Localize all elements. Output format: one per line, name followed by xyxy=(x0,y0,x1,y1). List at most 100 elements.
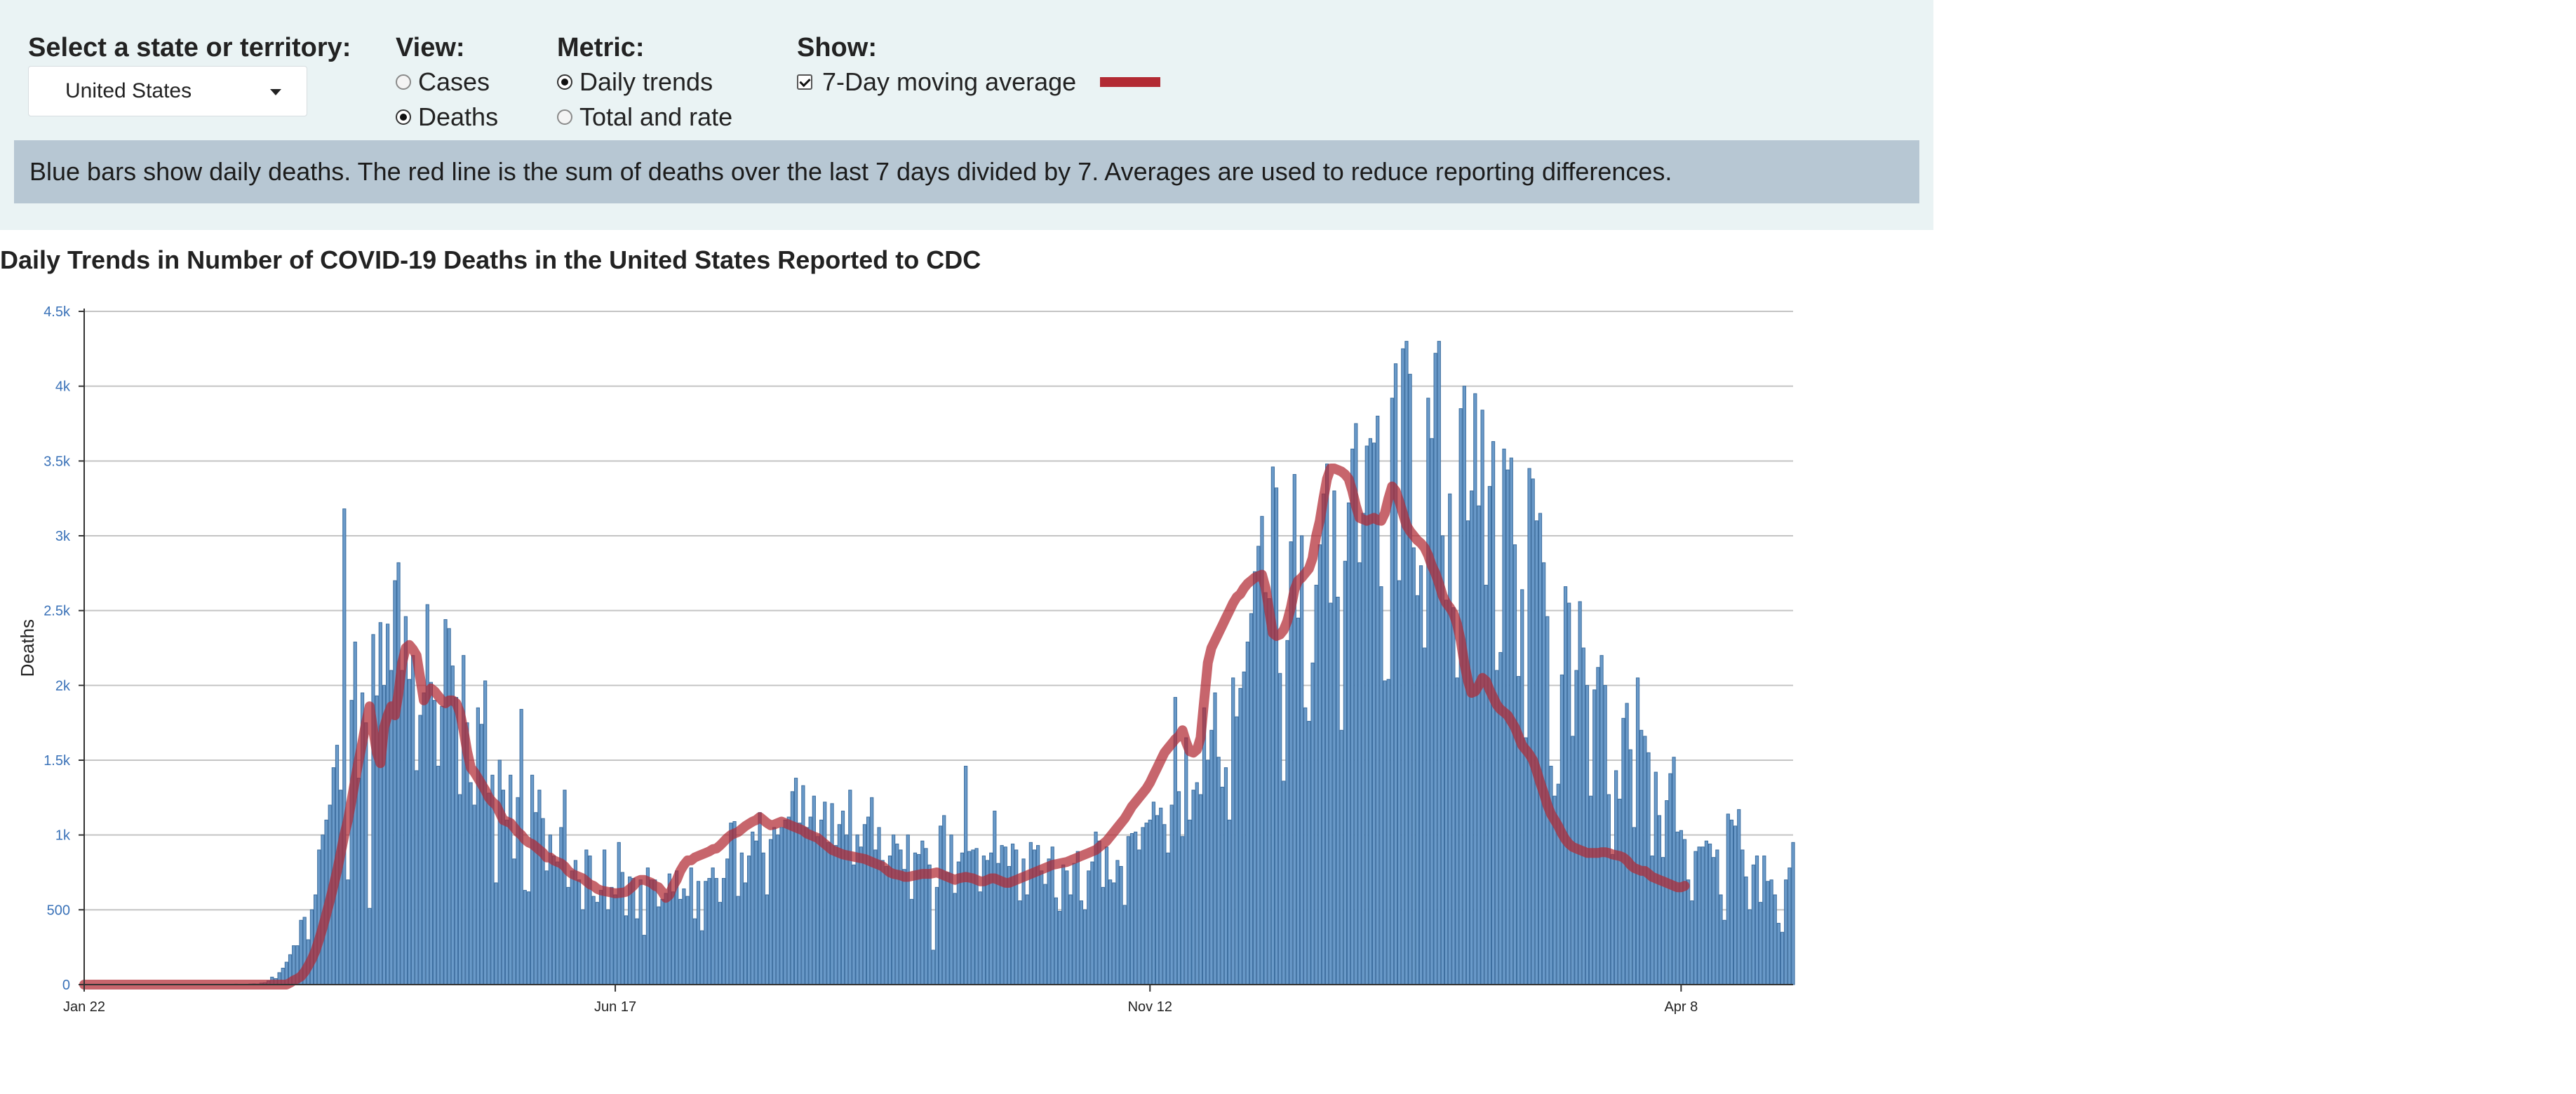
bar xyxy=(454,696,459,985)
bar xyxy=(1491,441,1496,985)
bar xyxy=(783,819,787,985)
bar xyxy=(721,878,726,985)
bar xyxy=(1018,900,1022,985)
bar xyxy=(739,852,744,985)
bar xyxy=(487,792,491,985)
bar xyxy=(1458,408,1463,985)
bar xyxy=(1643,736,1647,985)
bar xyxy=(1090,861,1094,985)
bar xyxy=(1028,842,1033,985)
radio-total-rate[interactable] xyxy=(557,109,572,125)
bar xyxy=(1242,671,1246,985)
radio-cases[interactable] xyxy=(396,74,411,90)
bar xyxy=(989,852,993,985)
bar xyxy=(349,700,354,985)
view-option-cases[interactable]: Cases xyxy=(396,65,498,100)
bar xyxy=(1571,736,1575,985)
bar xyxy=(526,891,531,985)
bar xyxy=(541,818,545,985)
bar xyxy=(1159,807,1163,985)
bar xyxy=(714,878,718,985)
metric-option-total[interactable]: Total and rate xyxy=(557,100,732,135)
radio-deaths[interactable] xyxy=(396,109,411,125)
bar xyxy=(751,831,755,985)
bar xyxy=(1072,863,1076,985)
bar xyxy=(1448,493,1452,985)
bar xyxy=(1238,688,1242,985)
bar xyxy=(396,562,401,985)
bar xyxy=(1484,584,1488,985)
bar xyxy=(1404,341,1409,985)
bar xyxy=(1075,851,1080,985)
radio-daily-trends[interactable] xyxy=(557,74,572,90)
checkbox-moving-average[interactable] xyxy=(797,74,812,90)
bar xyxy=(422,692,426,985)
bar xyxy=(1307,721,1311,985)
bar xyxy=(953,893,957,985)
bar xyxy=(1223,767,1228,985)
bar xyxy=(743,882,748,985)
bar xyxy=(544,870,549,985)
bar xyxy=(873,849,878,985)
bar xyxy=(772,827,777,985)
bar xyxy=(1057,910,1062,985)
bar xyxy=(1480,410,1484,985)
bar xyxy=(671,891,676,985)
metric-option-daily[interactable]: Daily trends xyxy=(557,65,732,100)
bar xyxy=(1592,689,1597,985)
bar xyxy=(1253,571,1257,985)
bar xyxy=(1270,466,1275,985)
state-label: Select a state or territory: xyxy=(28,33,351,62)
view-option-deaths-label: Deaths xyxy=(418,102,499,131)
bar xyxy=(638,879,643,985)
bar xyxy=(981,856,986,985)
state-select[interactable]: United States xyxy=(28,66,307,116)
bar xyxy=(880,860,885,985)
bar xyxy=(747,856,751,985)
bar xyxy=(1235,716,1239,985)
y-tick-label: 2.5k xyxy=(43,604,71,619)
bar xyxy=(1477,505,1481,985)
bar xyxy=(1596,667,1600,985)
bar xyxy=(1729,819,1734,985)
bar xyxy=(537,790,542,985)
bar xyxy=(1733,825,1738,985)
bar xyxy=(718,902,723,985)
view-option-deaths[interactable]: Deaths xyxy=(396,100,498,135)
bar xyxy=(1418,565,1423,985)
bar xyxy=(1755,856,1759,985)
x-tick-label: Jan 22 xyxy=(63,999,105,1015)
bar xyxy=(1166,852,1170,985)
bar xyxy=(1606,794,1611,985)
bar xyxy=(566,886,570,985)
bar xyxy=(732,820,737,985)
bar xyxy=(1104,846,1109,985)
y-axis-title: Deaths xyxy=(17,619,38,677)
x-tick-label: Apr 8 xyxy=(1664,999,1698,1015)
bar xyxy=(1719,894,1723,985)
bar xyxy=(436,766,441,985)
bar xyxy=(556,861,560,985)
show-option-moving-average[interactable]: 7-Day moving average xyxy=(797,65,1161,100)
bar xyxy=(1282,781,1286,985)
bar xyxy=(1534,520,1538,985)
y-tick-label: 4.5k xyxy=(43,304,71,320)
bar xyxy=(479,724,484,985)
bar xyxy=(1437,341,1441,985)
bar xyxy=(418,715,422,985)
bar xyxy=(1712,857,1716,985)
bar xyxy=(978,891,982,985)
bar xyxy=(1249,613,1254,985)
bar xyxy=(617,842,621,985)
bar xyxy=(1393,363,1398,985)
bar xyxy=(924,848,928,985)
bar xyxy=(1563,586,1568,985)
bar xyxy=(946,872,950,985)
bar xyxy=(450,666,455,985)
bar xyxy=(472,804,476,985)
bar xyxy=(1329,602,1333,985)
bar xyxy=(346,879,350,985)
bar xyxy=(1134,831,1138,985)
bar xyxy=(1043,884,1047,985)
bar xyxy=(758,812,762,985)
